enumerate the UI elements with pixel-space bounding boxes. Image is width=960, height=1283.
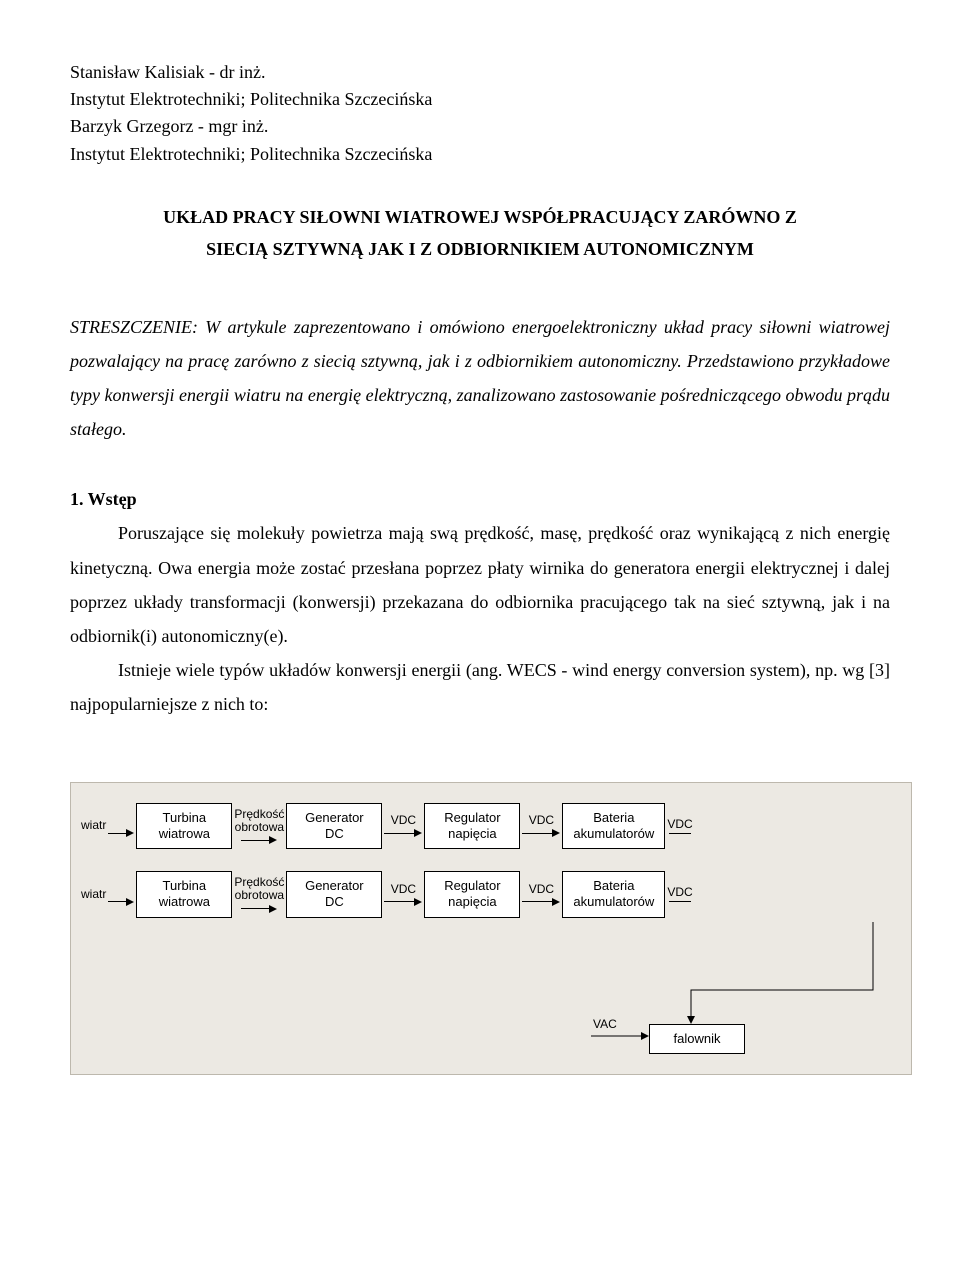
abstract: STRESZCZENIE: W artykule zaprezentowano … <box>70 310 890 447</box>
arrow: . <box>108 883 134 906</box>
section-heading: 1. Wstęp <box>70 482 890 516</box>
arrow-label: VDC <box>529 883 554 896</box>
author-line: Instytut Elektrotechniki; Politechnika S… <box>70 87 890 112</box>
output-stub: VDC <box>667 886 692 902</box>
diagram-node: Turbina wiatrowa <box>136 803 232 850</box>
diagram-node: Regulator napięcia <box>424 803 520 850</box>
arrow: Prędkość obrotowa <box>234 808 284 844</box>
inverter-branch: VAC falownik <box>81 940 901 1060</box>
arrow-label: VDC <box>667 886 692 899</box>
author-line: Stanisław Kalisiak - dr inż. <box>70 60 890 85</box>
arrow-label: VDC <box>391 814 416 827</box>
output-stub: VDC <box>667 818 692 834</box>
arrow-label: Prędkość obrotowa <box>234 876 284 902</box>
paragraph: Istnieje wiele typów układów konwersji e… <box>70 653 890 721</box>
arrow: . <box>108 814 134 837</box>
diagram-node: Regulator napięcia <box>424 871 520 918</box>
title-line: UKŁAD PRACY SIŁOWNI WIATROWEJ WSPÓŁPRACU… <box>70 201 890 233</box>
arrow: VDC <box>522 814 560 837</box>
arrow-label: VDC <box>667 818 692 831</box>
input-label: wiatr <box>81 886 106 903</box>
diagram-node: Bateria akumulatorów <box>562 871 665 918</box>
input-label: wiatr <box>81 817 106 834</box>
diagram-node: Generator DC <box>286 871 382 918</box>
section-1: 1. Wstęp Poruszające się molekuły powiet… <box>70 482 890 721</box>
diagram-node: Generator DC <box>286 803 382 850</box>
arrow: VDC <box>522 883 560 906</box>
abstract-lead: STRESZCZENIE: <box>70 317 198 337</box>
diagram-node-inverter: falownik <box>649 1024 745 1054</box>
arrow-label: VDC <box>391 883 416 896</box>
arrow: VDC <box>384 883 422 906</box>
title-line: SIECIĄ SZTYWNĄ JAK I Z ODBIORNIKIEM AUTO… <box>70 233 890 265</box>
diagram-chain: wiatr.Turbina wiatrowaPrędkość obrotowaG… <box>81 871 901 918</box>
paper-title: UKŁAD PRACY SIŁOWNI WIATROWEJ WSPÓŁPRACU… <box>70 201 890 266</box>
authors-block: Stanisław Kalisiak - dr inż. Instytut El… <box>70 60 890 167</box>
block-diagram: wiatr.Turbina wiatrowaPrędkość obrotowaG… <box>70 782 912 1075</box>
arrow-label: VAC <box>593 1016 617 1033</box>
arrow-label: Prędkość obrotowa <box>234 808 284 834</box>
diagram-node: Bateria akumulatorów <box>562 803 665 850</box>
diagram-node: Turbina wiatrowa <box>136 871 232 918</box>
arrow-label: VDC <box>529 814 554 827</box>
author-line: Instytut Elektrotechniki; Politechnika S… <box>70 142 890 167</box>
diagram-chain: wiatr.Turbina wiatrowaPrędkość obrotowaG… <box>81 803 901 850</box>
paragraph: Poruszające się molekuły powietrza mają … <box>70 516 890 653</box>
author-line: Barzyk Grzegorz - mgr inż. <box>70 114 890 139</box>
arrow: Prędkość obrotowa <box>234 876 284 912</box>
arrow: VDC <box>384 814 422 837</box>
